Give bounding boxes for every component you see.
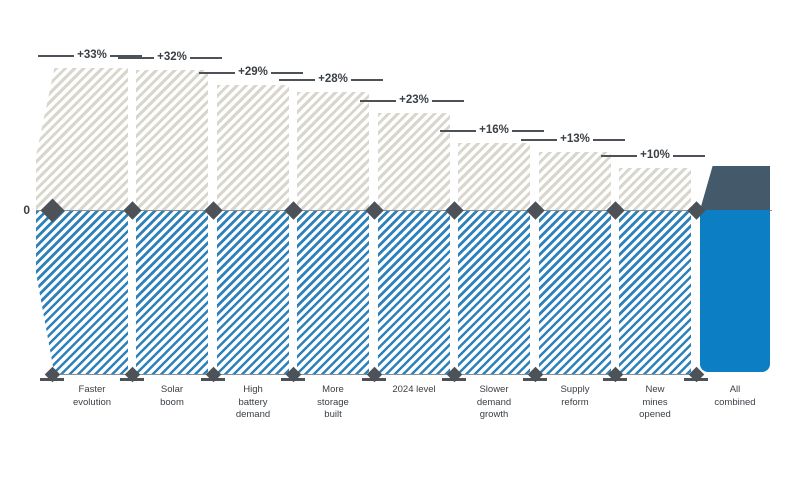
category-tick-1 <box>40 378 64 381</box>
upside-bar-7 <box>539 152 611 210</box>
combined-lower-bar <box>700 210 770 372</box>
category-tick-6 <box>442 378 466 381</box>
downside-bar-5 <box>378 211 450 374</box>
upside-bar-1 <box>36 68 128 210</box>
category-label-4: More storage built <box>317 384 349 420</box>
downside-bar-1 <box>36 211 128 374</box>
category-label-5: 2024 level <box>392 384 436 395</box>
downside-bar-2 <box>136 211 208 374</box>
category-label-7: Supply reform <box>560 384 590 408</box>
pct-label-3: +29% <box>213 65 293 79</box>
category-tick-8 <box>603 378 627 381</box>
upside-bar-5 <box>378 113 450 210</box>
upside-bar-4 <box>297 92 369 210</box>
category-label-1: Faster evolution <box>72 384 112 408</box>
pct-label-4: +28% <box>293 72 373 86</box>
upside-bar-2 <box>136 70 208 210</box>
upside-bar-6 <box>458 143 530 210</box>
category-label-2: Solar boom <box>160 384 184 408</box>
downside-bar-8 <box>619 211 691 374</box>
category-label-3: High battery demand <box>235 384 271 420</box>
category-label-6: Slower demand growth <box>476 384 512 420</box>
pct-label-1: +33% <box>52 48 132 62</box>
downside-bar-7 <box>539 211 611 374</box>
category-tick-7 <box>523 378 547 381</box>
category-tick-3 <box>201 378 225 381</box>
category-tick-2 <box>120 378 144 381</box>
pct-label-8: +10% <box>615 148 695 162</box>
pct-label-6: +16% <box>454 123 534 137</box>
category-label-8: New mines opened <box>639 384 671 420</box>
downside-bar-3 <box>217 211 289 374</box>
category-tick-4 <box>281 378 305 381</box>
upside-bar-8 <box>619 168 691 210</box>
downside-bar-6 <box>458 211 530 374</box>
pct-label-2: +32% <box>132 50 212 64</box>
pct-label-7: +13% <box>535 132 615 146</box>
category-tick-5 <box>362 378 386 381</box>
downside-bar-4 <box>297 211 369 374</box>
category-tick-9 <box>684 378 708 381</box>
category-label-9: All combined <box>714 384 756 408</box>
pct-label-5: +23% <box>374 93 454 107</box>
upside-bar-3 <box>217 85 289 210</box>
y-axis-zero-label: 0 <box>23 203 30 217</box>
combined-upper-bar <box>700 166 770 210</box>
zero-line <box>36 210 772 211</box>
